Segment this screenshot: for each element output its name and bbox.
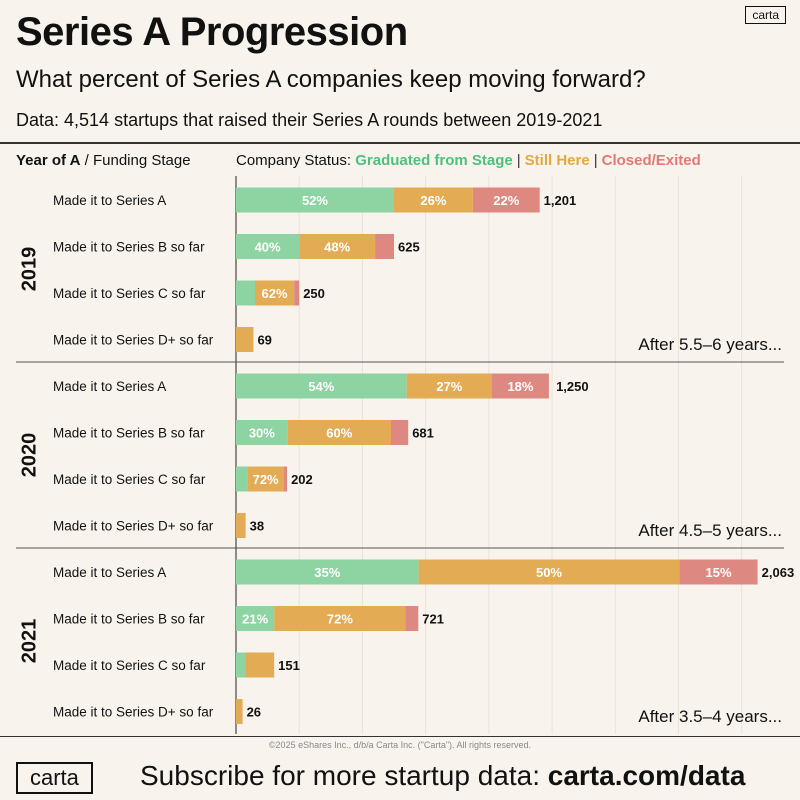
total-label: 151 bbox=[278, 658, 300, 673]
bar-segment-graduated bbox=[236, 466, 248, 492]
total-label: 202 bbox=[291, 472, 313, 487]
bar-segment-graduated bbox=[236, 559, 419, 585]
bar-segment-still-here bbox=[245, 652, 275, 678]
bar-segment-graduated bbox=[236, 234, 300, 259]
row-label: Made it to Series D+ so far bbox=[53, 705, 214, 720]
total-label: 69 bbox=[257, 333, 271, 348]
data-label-still-here: 48% bbox=[324, 240, 350, 255]
data-label-still-here: 27% bbox=[436, 379, 462, 394]
bar-segment-closed bbox=[375, 234, 395, 259]
bar-segment-still-here bbox=[236, 327, 254, 352]
legend-closed-exited: Closed/Exited bbox=[601, 152, 701, 169]
column-header-year-rest: / Funding Stage bbox=[80, 152, 191, 169]
bar-segment-graduated bbox=[236, 187, 394, 213]
year-label-2019: 2019 bbox=[18, 247, 40, 292]
data-label-graduated: 35% bbox=[314, 565, 340, 580]
bar-segment-closed bbox=[679, 559, 758, 585]
data-label-graduated: 52% bbox=[302, 193, 328, 208]
copyright: ©2025 eShares Inc., d/b/a Carta Inc. ("C… bbox=[268, 740, 532, 750]
column-header-year: Year of A / Funding Stage bbox=[16, 152, 191, 169]
total-label: 721 bbox=[422, 612, 444, 627]
bar-segment-still-here bbox=[254, 280, 295, 306]
data-label-still-here: 26% bbox=[420, 193, 446, 208]
bar-segment-closed bbox=[284, 466, 288, 492]
bar-segment-still-here bbox=[287, 420, 391, 445]
carta-logo-small[interactable]: carta bbox=[745, 6, 786, 24]
group-note: After 5.5–6 years... bbox=[638, 335, 782, 354]
bar-segment-still-here bbox=[247, 466, 285, 492]
data-label-graduated: 54% bbox=[308, 379, 334, 394]
bar-segment-still-here bbox=[406, 373, 493, 399]
data-label-still-here: 60% bbox=[326, 426, 352, 441]
bar-segment-graduated bbox=[236, 652, 246, 678]
total-label: 26 bbox=[247, 705, 261, 720]
total-label: 1,201 bbox=[544, 193, 577, 208]
column-header-year-bold: Year of A bbox=[16, 152, 81, 169]
bar-segment-closed bbox=[405, 606, 419, 631]
data-label-closed: 15% bbox=[706, 565, 732, 580]
row-label: Made it to Series C so far bbox=[53, 286, 206, 301]
bar-segment-closed bbox=[294, 280, 300, 306]
group-note: After 3.5–4 years... bbox=[638, 707, 782, 726]
legend-prefix: Company Status: bbox=[236, 152, 352, 169]
subscribe-text: Subscribe for more startup data: bbox=[140, 760, 548, 791]
bar-segment-graduated bbox=[236, 606, 275, 631]
page-title: Series A Progression bbox=[16, 10, 408, 54]
total-label: 38 bbox=[250, 519, 264, 534]
subscribe-link[interactable]: carta.com/data bbox=[547, 760, 746, 791]
row-label: Made it to Series B so far bbox=[53, 426, 205, 441]
data-label-graduated: 21% bbox=[242, 612, 268, 627]
footer-divider bbox=[0, 736, 800, 737]
data-label-still-here: 72% bbox=[327, 612, 353, 627]
bar-segment-graduated bbox=[236, 420, 288, 445]
page-subtitle: What percent of Series A companies keep … bbox=[16, 66, 646, 93]
data-label-still-here: 72% bbox=[253, 472, 279, 487]
bar-segment-still-here bbox=[274, 606, 406, 631]
stacked-bar-chart: 2019 After 5.5–6 years... Made it to Serie… bbox=[16, 176, 795, 734]
data-label-closed: 22% bbox=[493, 193, 519, 208]
bar-segment-closed bbox=[492, 373, 549, 399]
data-label-graduated: 30% bbox=[249, 426, 275, 441]
year-label-2021: 2021 bbox=[18, 619, 40, 664]
bar-segment-graduated bbox=[236, 280, 255, 306]
bar-segment-still-here bbox=[236, 513, 246, 538]
total-label: 625 bbox=[398, 240, 420, 255]
total-label: 250 bbox=[303, 286, 325, 301]
legend-separator: | bbox=[516, 152, 521, 169]
bar-segment-closed bbox=[390, 420, 409, 445]
data-label-closed: 18% bbox=[507, 379, 533, 394]
bar-segment-graduated bbox=[236, 373, 407, 399]
legend: Company Status: Graduated from Stage | Sti… bbox=[236, 152, 701, 169]
header-divider bbox=[0, 142, 800, 144]
bar-segment-still-here bbox=[236, 699, 243, 724]
year-label-2020: 2020 bbox=[18, 433, 40, 478]
carta-logo[interactable]: carta bbox=[16, 762, 93, 794]
row-label: Made it to Series A bbox=[53, 193, 166, 208]
bar-segment-still-here bbox=[418, 559, 680, 585]
bar-segment-still-here bbox=[393, 187, 473, 213]
row-label: Made it to Series A bbox=[53, 565, 166, 580]
row-label: Made it to Series C so far bbox=[53, 472, 206, 487]
row-label: Made it to Series C so far bbox=[53, 658, 206, 673]
total-label: 2,063 bbox=[762, 565, 795, 580]
data-note: Data: 4,514 startups that raised their S… bbox=[16, 110, 603, 130]
bar-segment-closed bbox=[472, 187, 540, 213]
row-label: Made it to Series D+ so far bbox=[53, 333, 214, 348]
legend-graduated: Graduated from Stage bbox=[355, 152, 513, 169]
row-label: Made it to Series B so far bbox=[53, 612, 205, 627]
legend-still-here: Still Here bbox=[524, 152, 590, 169]
data-label-still-here: 50% bbox=[536, 565, 562, 580]
group-note: After 4.5–5 years... bbox=[638, 521, 782, 540]
legend-separator: | bbox=[593, 152, 598, 169]
subscribe-cta: Subscribe for more startup data: carta.c… bbox=[140, 760, 745, 792]
data-label-graduated: 40% bbox=[255, 240, 281, 255]
row-label: Made it to Series B so far bbox=[53, 240, 205, 255]
total-label: 681 bbox=[412, 426, 434, 441]
bar-segment-still-here bbox=[299, 234, 376, 259]
row-label: Made it to Series A bbox=[53, 379, 166, 394]
total-label: 1,250 bbox=[556, 379, 589, 394]
row-label: Made it to Series D+ so far bbox=[53, 519, 214, 534]
data-label-still-here: 62% bbox=[262, 286, 288, 301]
